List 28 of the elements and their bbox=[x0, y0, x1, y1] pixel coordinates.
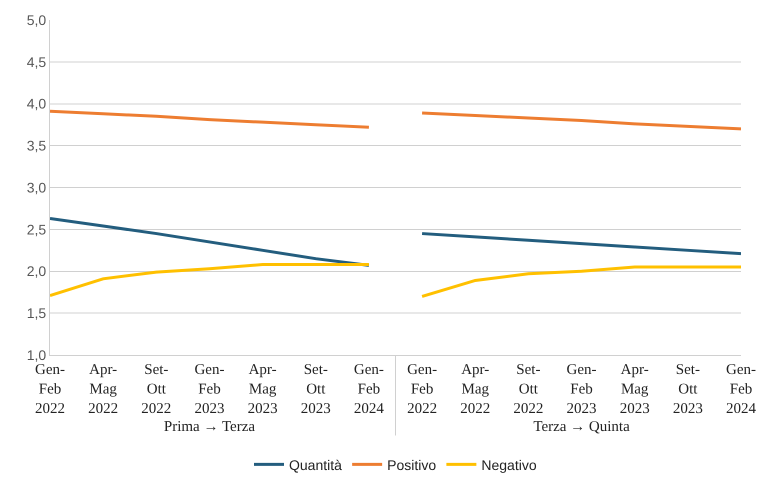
x-tick-label: Gen- Feb 2022 bbox=[407, 362, 438, 417]
x-tick-label: Apr- Mag 2023 bbox=[620, 362, 650, 417]
x-tick-label: Apr- Mag 2023 bbox=[248, 362, 278, 417]
y-tick-label: 1,0 bbox=[26, 346, 46, 363]
x-tick-label: Set- Ott 2022 bbox=[513, 362, 544, 417]
y-tick-label: 2,0 bbox=[26, 263, 46, 280]
x-tick-label: Gen- Feb 2022 bbox=[35, 362, 65, 417]
y-tick-label: 3,5 bbox=[26, 138, 46, 154]
y-tick-label: 4,0 bbox=[26, 96, 46, 112]
x-tick-label: Gen- Feb 2024 bbox=[354, 362, 384, 417]
legend-label: Quantità bbox=[289, 456, 342, 473]
y-tick-label: 3,0 bbox=[26, 179, 46, 196]
x-tick-label: Gen- Feb 2024 bbox=[726, 362, 756, 417]
x-tick-label: Set- Ott 2023 bbox=[672, 362, 703, 417]
text: Terza → Quinta bbox=[533, 419, 630, 435]
y-tick-label: 4,5 bbox=[26, 54, 46, 70]
x-tick-label: Gen- Feb 2023 bbox=[194, 362, 224, 417]
legend-label: Negativo bbox=[481, 456, 537, 473]
y-tick-label: 2,5 bbox=[26, 221, 46, 238]
y-tick-label: 1,5 bbox=[26, 305, 46, 322]
x-tick-label: Set- Ott 2023 bbox=[300, 362, 331, 417]
text: Prima → Terza bbox=[164, 419, 256, 435]
x-tick-label: Set- Ott 2022 bbox=[141, 362, 172, 417]
x-tick-label: Gen- Feb 2023 bbox=[566, 362, 597, 417]
x-tick-label: Apr- Mag 2022 bbox=[88, 362, 118, 417]
x-tick-label: Apr- Mag 2022 bbox=[460, 362, 490, 417]
y-tick-label: 5,0 bbox=[26, 12, 46, 28]
legend-label: Positivo bbox=[387, 456, 436, 473]
